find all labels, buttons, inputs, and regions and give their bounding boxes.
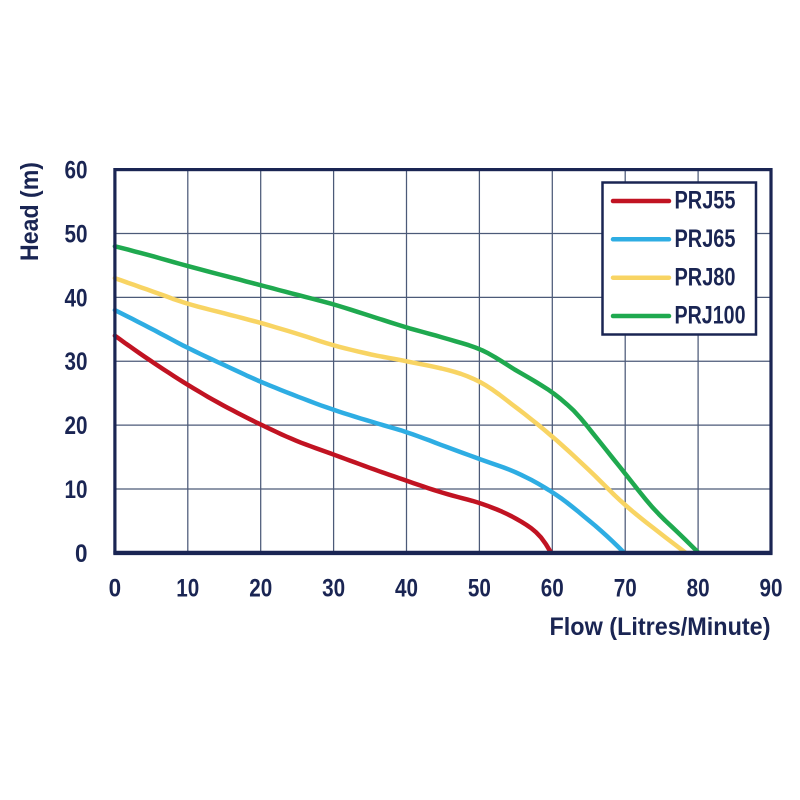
- svg-text:Flow (Litres/Minute): Flow (Litres/Minute): [550, 613, 771, 641]
- svg-text:80: 80: [687, 575, 710, 603]
- svg-text:50: 50: [65, 221, 88, 249]
- svg-text:0: 0: [109, 575, 122, 603]
- svg-text:PRJ65: PRJ65: [675, 225, 736, 253]
- svg-text:30: 30: [322, 575, 345, 603]
- svg-text:30: 30: [65, 348, 88, 376]
- svg-text:20: 20: [65, 412, 88, 440]
- svg-text:40: 40: [395, 575, 418, 603]
- svg-text:10: 10: [176, 575, 199, 603]
- svg-text:PRJ100: PRJ100: [675, 302, 746, 330]
- svg-text:Head (m): Head (m): [16, 162, 44, 261]
- svg-text:90: 90: [760, 575, 783, 603]
- svg-text:0: 0: [75, 540, 88, 568]
- svg-text:10: 10: [65, 476, 88, 504]
- svg-text:20: 20: [249, 575, 272, 603]
- svg-text:40: 40: [65, 284, 88, 312]
- svg-text:50: 50: [468, 575, 491, 603]
- svg-text:70: 70: [614, 575, 637, 603]
- svg-text:60: 60: [541, 575, 564, 603]
- svg-text:60: 60: [65, 157, 88, 185]
- svg-text:PRJ55: PRJ55: [675, 187, 736, 215]
- svg-text:PRJ80: PRJ80: [675, 263, 736, 291]
